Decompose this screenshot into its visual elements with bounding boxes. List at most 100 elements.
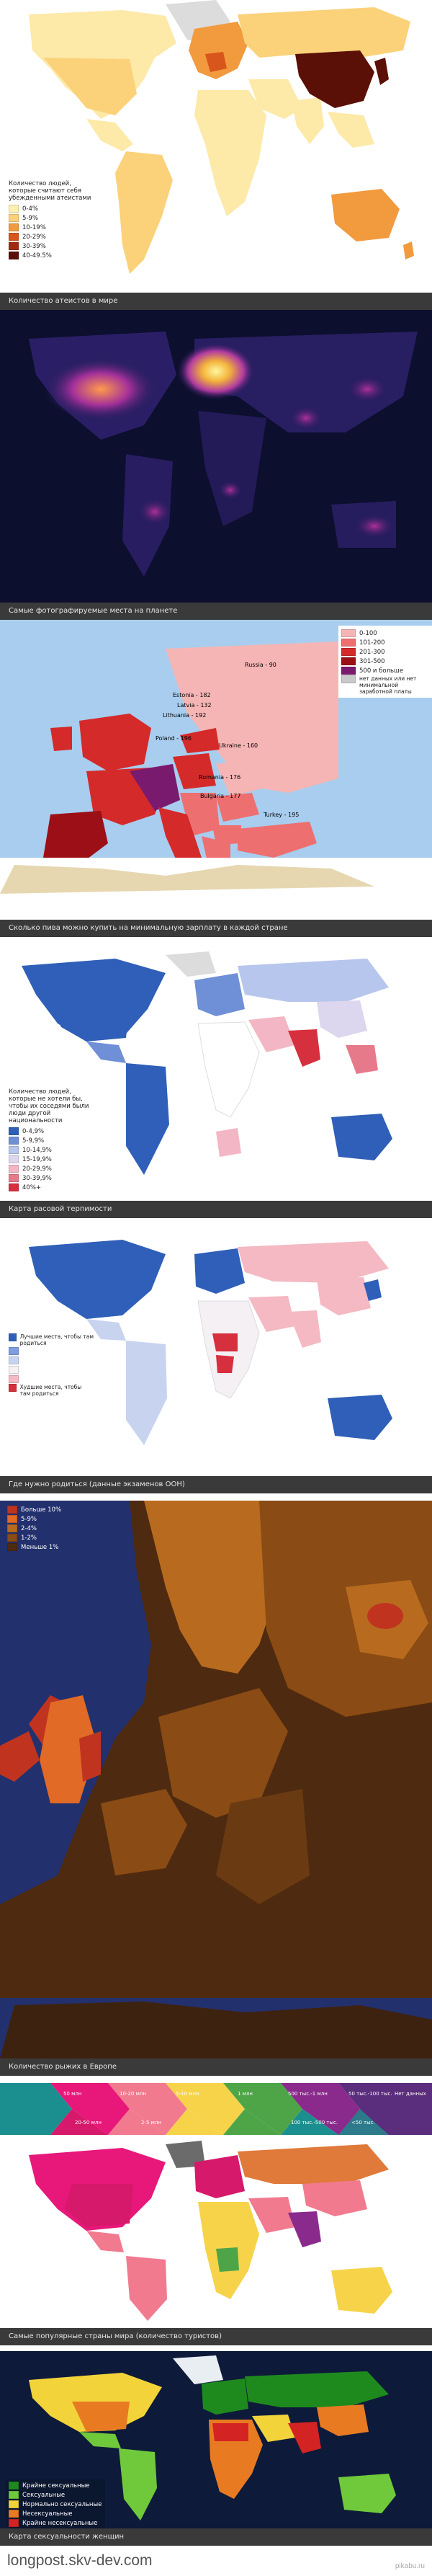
sexuality-world-map: [0, 2351, 432, 2528]
legend-swatch: [9, 1146, 19, 1154]
legend-item: 15-19,9%: [9, 1155, 95, 1164]
map-racial-tolerance: Количество людей, которые не хотели бы, …: [0, 944, 432, 1218]
legend-label: 100 тыс.-500 тыс.: [291, 2120, 338, 2126]
legend-label: 50 тыс.-100 тыс.: [348, 2091, 392, 2097]
sexuality-caption: Карта сексуальности женщин: [0, 2528, 432, 2546]
legend-item: Больше 10%: [7, 1505, 86, 1514]
legend-item: Сексуальные: [9, 2490, 102, 2500]
tourism-world-map: [0, 2083, 432, 2328]
legend-label: Сексуальные: [22, 2491, 66, 2499]
legend-label: 500 и больше: [359, 667, 404, 675]
legend-swatch: [9, 252, 19, 259]
legend-item: [9, 1356, 94, 1365]
legend-item: 500 и больше: [341, 666, 429, 675]
legend-swatch: [9, 2519, 19, 2527]
legend-item: 20-29%: [9, 232, 95, 241]
legend-swatch: [9, 1356, 19, 1364]
legend-swatch: [341, 657, 356, 665]
legend-swatch: [341, 667, 356, 675]
legend-label: Больше 10%: [21, 1506, 62, 1514]
legend-label: 20-50 млн: [75, 2120, 102, 2126]
legend-label: 101-200: [359, 639, 385, 647]
legend-item: Худшие места, чтобы там родиться: [9, 1384, 94, 1397]
legend-label: 201-300: [359, 648, 385, 656]
legend-label: 0-100: [359, 629, 377, 637]
legend-label: 5-9%: [21, 1515, 37, 1523]
legend-label: <50 тыс.: [351, 2120, 375, 2126]
legend-swatch: [9, 2510, 19, 2518]
legend-label: Лучшие места, чтобы там родиться: [19, 1333, 94, 1346]
legend-item: 20-29,9%: [9, 1164, 95, 1173]
legend-label: 2-4%: [21, 1524, 37, 1532]
map-photographed: Самые фотографируемые места на планете: [0, 310, 432, 620]
birthplace-world-map: [0, 1225, 432, 1476]
legend-swatch: [9, 1333, 17, 1341]
atheists-legend-title: Количество людей, которые считают себя у…: [9, 180, 91, 202]
legend-swatch: [341, 629, 356, 637]
legend-label: Несексуальные: [22, 2510, 73, 2518]
legend-item: Нормально сексуальные: [9, 2500, 102, 2509]
legend-item: 1-2%: [7, 1533, 86, 1542]
beer-legend: 0-100 101-200 201-300 301-500 500 и боль…: [338, 626, 432, 698]
tolerance-caption: Карта расовой терпимости: [0, 1201, 432, 1218]
legend-item: [9, 1346, 94, 1356]
map-beer: 0-100 101-200 201-300 301-500 500 и боль…: [0, 620, 432, 937]
legend-label: Крайне сексуальные: [22, 2482, 90, 2490]
legend-swatch: [9, 1165, 19, 1173]
country-label: Romania - 176: [199, 774, 241, 781]
tolerance-legend: Количество людей, которые не хотели бы, …: [9, 1088, 95, 1192]
legend-label: 2-5 млн: [141, 2120, 161, 2126]
legend-label: Крайне несексуальные: [22, 2519, 98, 2527]
country-label: Bulgaria - 177: [200, 793, 241, 799]
footer-site-url[interactable]: longpost.skv-dev.com: [7, 2552, 153, 2569]
map-atheists: Количество людей, которые считают себя у…: [0, 0, 432, 310]
legend-swatch: [9, 1366, 19, 1374]
legend-swatch: [9, 1384, 17, 1392]
tolerance-legend-title: Количество людей, которые не хотели бы, …: [9, 1088, 89, 1124]
legend-label: 40%+: [22, 1183, 42, 1191]
legend-item: Крайне несексуальные: [9, 2518, 102, 2528]
legend-label: 301-500: [359, 657, 385, 665]
birthplace-caption: Где нужно родиться (данные экзаменов ООН…: [0, 1476, 432, 1493]
photographed-world-map: [0, 310, 432, 603]
legend-swatch: [9, 2491, 19, 2499]
legend-label: 0-4,9%: [22, 1127, 45, 1135]
legend-label: 0-4%: [22, 205, 38, 213]
legend-swatch: [9, 2482, 19, 2490]
country-label: Latvia - 132: [177, 702, 212, 709]
legend-label: 1-2%: [21, 1534, 37, 1542]
legend-item: 10-19%: [9, 223, 95, 232]
legend-item: 10-14,9%: [9, 1145, 95, 1155]
legend-swatch: [9, 233, 19, 241]
legend-swatch: [9, 1137, 19, 1145]
legend-swatch: [7, 1506, 17, 1514]
legend-label: 5-9%: [22, 214, 38, 222]
redheads-europe-map: [0, 1501, 432, 2058]
legend-swatch: [9, 1127, 19, 1135]
legend-label: 1 млн: [238, 2091, 253, 2097]
legend-item: 201-300: [341, 647, 429, 657]
legend-swatch: [341, 675, 356, 683]
legend-label: Худшие места, чтобы там родиться: [19, 1384, 82, 1397]
legend-item: Лучшие места, чтобы там родиться: [9, 1333, 94, 1346]
legend-item: Крайне сексуальные: [9, 2481, 102, 2490]
sexuality-legend: Крайне сексуальные Сексуальные Нормально…: [6, 2479, 105, 2529]
legend-label: 20-29,9%: [22, 1165, 52, 1173]
legend-swatch: [9, 223, 19, 231]
legend-label: 5-10 млн: [176, 2091, 199, 2097]
legend-swatch: [9, 1183, 19, 1191]
legend-label: 30-39%: [22, 242, 46, 250]
legend-label: 500 тыс.-1 млн: [288, 2091, 328, 2097]
legend-label: нет данных или нет минимальной заработно…: [359, 675, 417, 695]
map-where-to-be-born: Лучшие места, чтобы там родиться Худшие …: [0, 1225, 432, 1493]
beer-caption: Сколько пива можно купить на минимальную…: [0, 920, 432, 937]
legend-swatch: [9, 242, 19, 250]
legend-item: Меньше 1%: [7, 1542, 86, 1552]
map-sexuality: Крайне сексуальные Сексуальные Нормально…: [0, 2351, 432, 2546]
map-tourism: Самые популярные страны мира (количество…: [0, 2083, 432, 2345]
tourism-legend-band: 50 млн 10-20 млн 5-10 млн 1 млн 500 тыс.…: [0, 2084, 432, 2136]
legend-item: 0-4,9%: [9, 1127, 95, 1136]
legend-item: Несексуальные: [9, 2509, 102, 2518]
tolerance-world-map: [0, 944, 432, 1201]
atheists-world-map: [0, 0, 432, 293]
